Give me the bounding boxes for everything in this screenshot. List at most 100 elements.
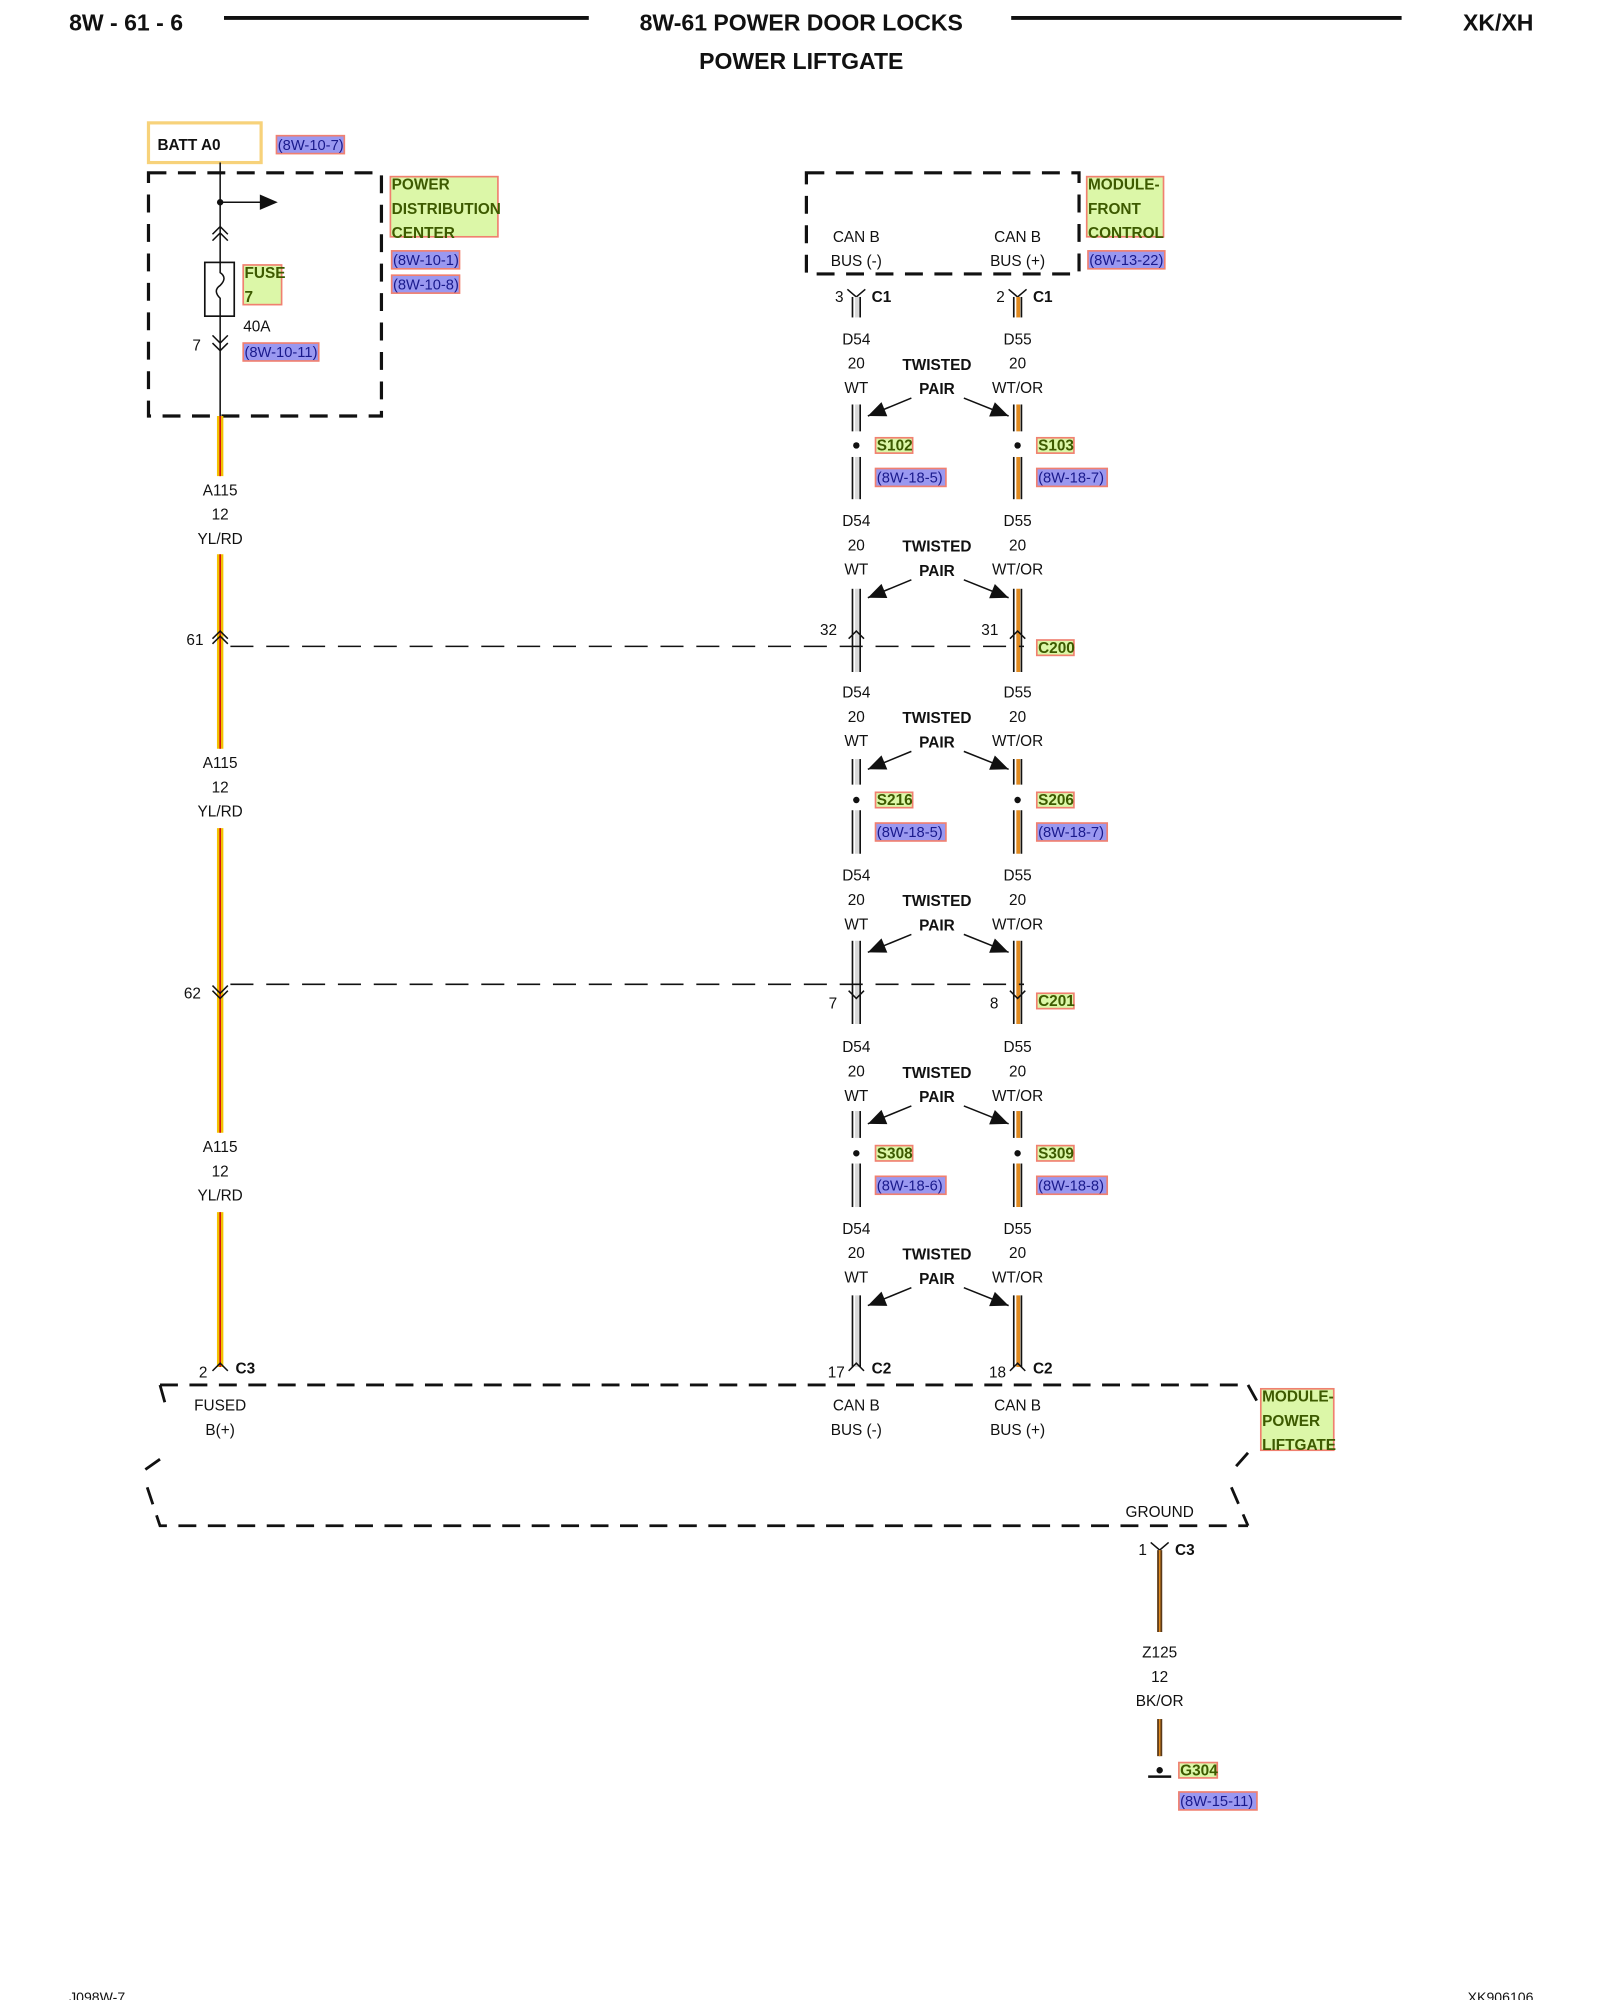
wire-label: YL/RD (198, 531, 243, 548)
page-reference-link[interactable]: (8W-10-8) (393, 277, 459, 293)
wire-label: D55 (1004, 1221, 1032, 1238)
splice-label: S309 (1038, 1145, 1074, 1162)
connector-name: C2 (1033, 1360, 1053, 1377)
twisted-pair-label: TWISTED (902, 357, 971, 374)
pin-number: 32 (820, 622, 837, 639)
pin-number: 7 (829, 996, 838, 1013)
arrowhead-icon (989, 938, 1009, 953)
connector-highlight (1035, 992, 1075, 1010)
page-reference-link[interactable]: (8W-18-6) (877, 1178, 943, 1194)
twisted-pair-label: PAIR (919, 735, 955, 752)
pin-label: B(+) (205, 1422, 234, 1439)
connector-name: C1 (872, 289, 892, 306)
connector-chevron-icon (1009, 1362, 1026, 1372)
wire-label: 20 (848, 356, 865, 373)
wire-label: WT (844, 733, 868, 750)
reference-highlight (874, 822, 947, 842)
wire-label: D55 (1004, 513, 1032, 530)
connector-name: C2 (872, 1360, 892, 1377)
arrowhead-icon (867, 1291, 888, 1306)
footer-left: J098W-7 (69, 1989, 125, 2000)
pdc-label: DISTRIBUTION (392, 201, 501, 218)
wire-label: D55 (1004, 685, 1032, 702)
page-reference-link[interactable]: (8W-18-8) (1038, 1178, 1104, 1194)
twisted-pair-label: TWISTED (902, 893, 971, 910)
pin-number: 18 (989, 1364, 1006, 1381)
reference-highlight (242, 342, 320, 362)
arrowhead-icon (867, 402, 888, 417)
wire-label: 12 (1151, 1669, 1168, 1686)
arrowhead-icon (989, 583, 1009, 599)
pin-label: CAN B (994, 1398, 1041, 1415)
wire-label: WT (844, 380, 868, 397)
page-reference-link[interactable]: (8W-18-7) (1038, 825, 1104, 841)
wire-label: YL/RD (198, 804, 243, 821)
pin-number: 2 (199, 1364, 208, 1381)
splice-highlight (874, 791, 914, 809)
connector-name: C3 (236, 1360, 256, 1377)
reference-highlight (390, 274, 461, 294)
fuse-label-highlight (242, 264, 283, 306)
wire-label: 20 (848, 892, 865, 909)
page-reference-link[interactable]: (8W-18-7) (1038, 471, 1104, 487)
splice-dot (853, 1150, 860, 1157)
arrowhead-icon (989, 1110, 1009, 1125)
wire-label: D55 (1004, 868, 1032, 885)
wire-label: WT/OR (992, 733, 1043, 750)
wire-label: 20 (1009, 356, 1026, 373)
page-reference-link[interactable]: (8W-10-7) (278, 138, 344, 154)
pin-label: CAN B (994, 229, 1041, 246)
page-reference-link[interactable]: (8W-18-5) (877, 471, 943, 487)
splice-highlight (874, 1144, 914, 1162)
pin-label: FUSED (194, 1398, 246, 1415)
connector-name: C3 (1175, 1542, 1195, 1559)
wire-label: 12 (212, 507, 229, 524)
splice-dot (853, 796, 860, 804)
wire-label: 12 (212, 779, 229, 796)
wire-label: Z125 (1142, 1645, 1177, 1662)
page-reference-link[interactable]: (8W-13-22) (1089, 253, 1163, 269)
module-power-liftgate-label: LIFTGATE (1262, 1437, 1336, 1454)
wire-label: BK/OR (1136, 1693, 1184, 1710)
twisted-pair-label: PAIR (919, 381, 955, 398)
page-id: 8W - 61 - 6 (69, 10, 183, 36)
splice-dot (1014, 796, 1021, 804)
footer-right: XK906106 (1468, 1989, 1534, 2000)
connector-chevron-icon (848, 990, 865, 1000)
module-power-liftgate-label-highlight (1259, 1387, 1335, 1452)
connector-chevron-icon (848, 1362, 865, 1372)
wire-label: A115 (203, 482, 238, 499)
wire-label: YL/RD (198, 1188, 243, 1205)
page-reference-link[interactable]: (8W-18-5) (877, 825, 943, 841)
arrow-right-icon (259, 194, 278, 210)
model-code: XK/XH (1463, 10, 1533, 36)
reference-highlight (1035, 467, 1109, 488)
connector-chevron-icon (211, 985, 229, 995)
wire-label: 20 (848, 709, 865, 726)
diagram-content: BATT A0 (8W-10-7) FUSE 7 40A 7 (8W-10-11) POWER… (137, 121, 1336, 1811)
fuse-label: FUSE (244, 265, 285, 282)
pin-number: 31 (981, 622, 998, 639)
pin-number: 62 (184, 985, 201, 1002)
splice-label: S206 (1038, 792, 1074, 809)
pin-number: 3 (835, 289, 844, 306)
arrowhead-icon (867, 938, 888, 953)
wire-label: D54 (842, 513, 871, 530)
pin-label: CAN B (833, 1398, 880, 1415)
wire-label: 20 (1009, 1063, 1026, 1080)
liftgate-module-boundary (137, 1383, 1263, 1528)
connector-chevron-icon (211, 635, 229, 645)
pin-label: CAN B (833, 229, 880, 246)
page-reference-link[interactable]: (8W-10-11) (244, 345, 317, 361)
ground-dot (1156, 1767, 1163, 1774)
module-front-control-label-highlight (1085, 175, 1165, 238)
wire-label: D54 (842, 868, 871, 885)
reference-highlight (1178, 1791, 1258, 1811)
twisted-pair-label: PAIR (919, 563, 955, 580)
page-reference-link[interactable]: (8W-10-1) (393, 253, 459, 269)
twisted-pair-label: TWISTED (902, 539, 971, 556)
fuse-rating: 40A (243, 319, 271, 336)
wire-label: D54 (842, 1039, 871, 1056)
wire-label: WT (844, 916, 868, 933)
page-reference-link[interactable]: (8W-15-11) (1180, 1794, 1253, 1810)
